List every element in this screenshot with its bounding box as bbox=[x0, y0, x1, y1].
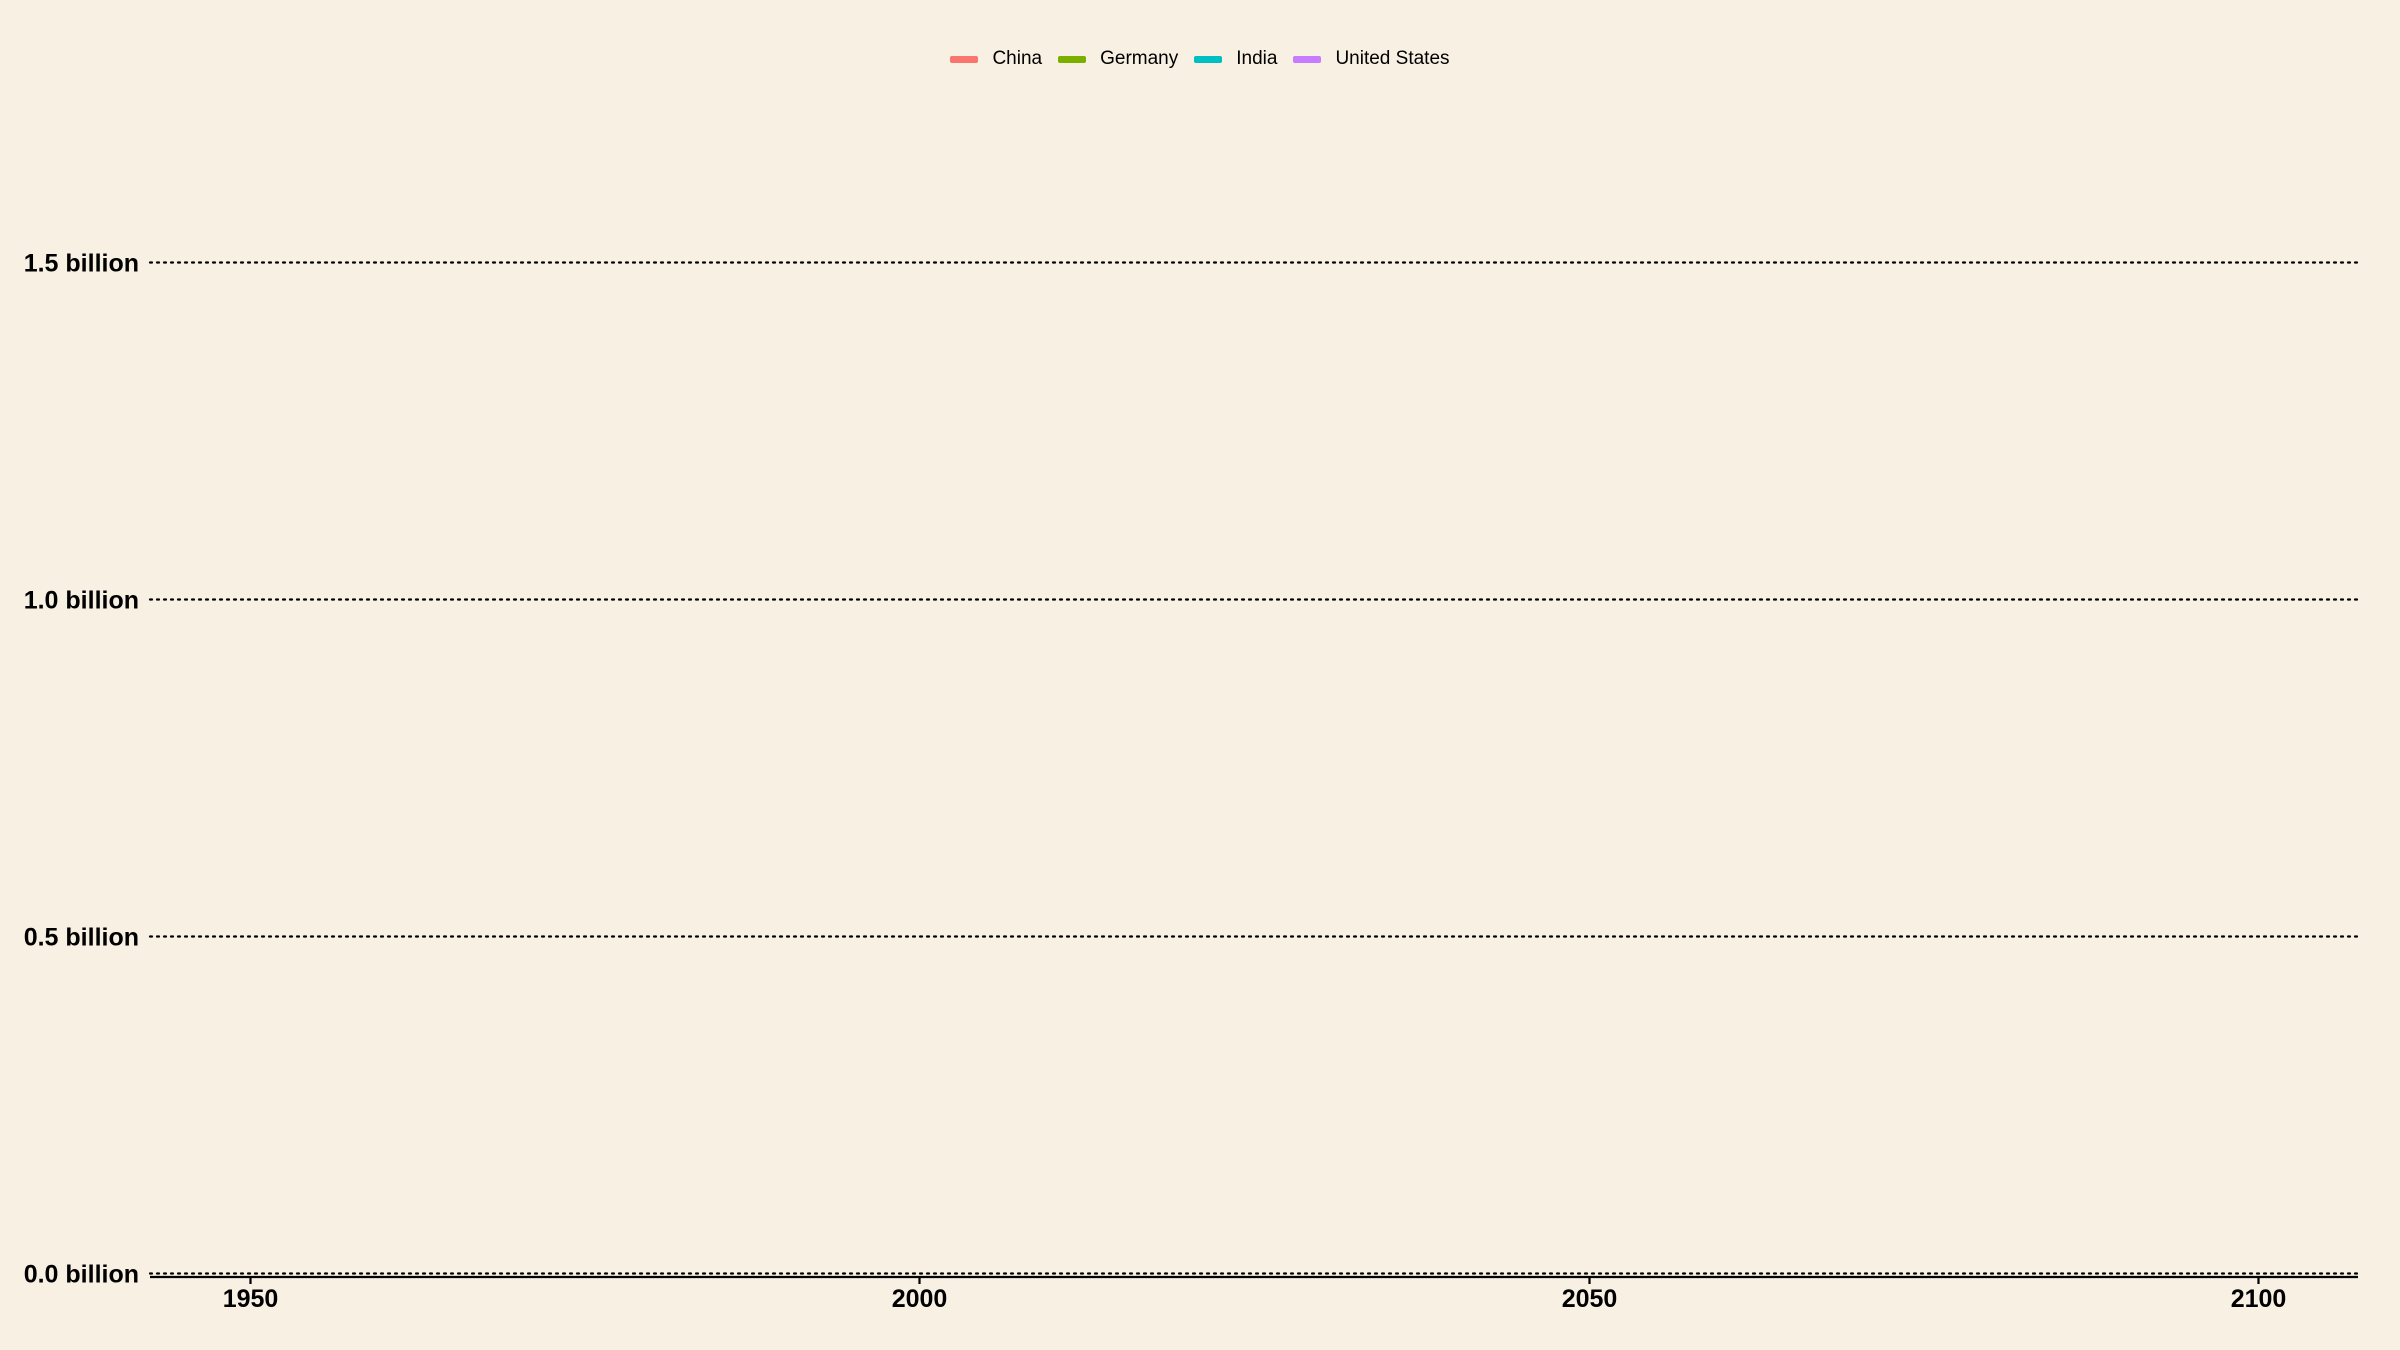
legend-item-india[interactable]: India bbox=[1194, 48, 1277, 70]
x-tick-label: 2100 bbox=[2231, 1285, 2287, 1313]
legend-key-germany bbox=[1058, 55, 1087, 63]
legend-item-united-states[interactable]: United States bbox=[1293, 48, 1450, 70]
legend-item-china[interactable]: China bbox=[950, 48, 1042, 70]
x-tick-label: 1950 bbox=[223, 1285, 279, 1313]
legend-label-germany: Germany bbox=[1100, 48, 1179, 69]
y-axis: 0.0 billion 0.5 billion 1.0 billion 1.5 bil… bbox=[24, 250, 139, 1289]
legend-label-india: India bbox=[1236, 48, 1278, 69]
legend-key-india bbox=[1194, 55, 1223, 63]
legend-key-united-states bbox=[1293, 55, 1322, 63]
legend: China Germany India United States bbox=[0, 48, 2400, 70]
x-tick-label: 2000 bbox=[892, 1285, 948, 1313]
y-tick-label: 1.0 billion bbox=[24, 587, 139, 615]
x-axis: 1950 2000 2050 2100 bbox=[150, 1275, 2358, 1313]
gridlines bbox=[148, 261, 2360, 1275]
legend-item-germany[interactable]: Germany bbox=[1058, 48, 1178, 70]
legend-label-china: China bbox=[992, 48, 1043, 69]
x-tick-label: 2050 bbox=[1562, 1285, 1618, 1313]
y-tick-label: 0.5 billion bbox=[24, 924, 139, 952]
legend-label-united-states: United States bbox=[1335, 48, 1450, 69]
y-tick-label: 0.0 billion bbox=[24, 1261, 139, 1289]
y-tick-label: 1.5 billion bbox=[24, 250, 139, 278]
legend-key-china bbox=[950, 55, 979, 63]
